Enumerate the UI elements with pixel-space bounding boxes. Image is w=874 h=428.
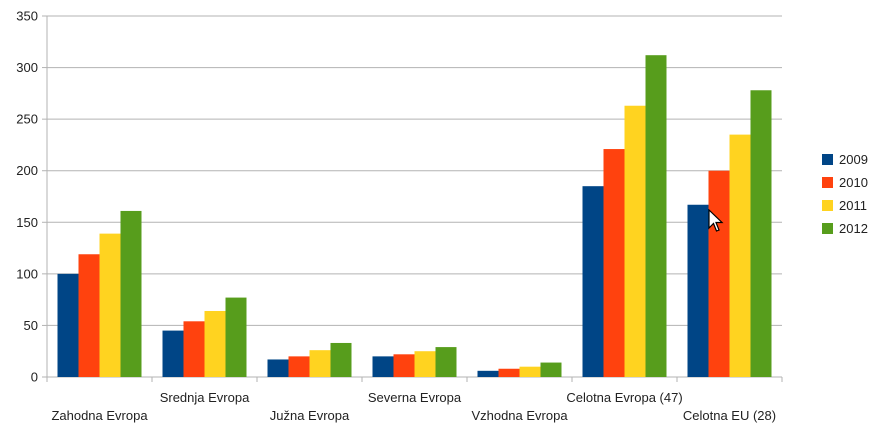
bar-2010 — [708, 170, 730, 377]
bar-2010 — [393, 354, 415, 377]
bar-2011 — [414, 351, 436, 377]
legend-label: 2010 — [839, 175, 868, 190]
legend-label: 2009 — [839, 152, 868, 167]
bar-2011 — [624, 105, 646, 377]
y-tick-label: 200 — [16, 163, 38, 178]
legend-swatch — [822, 154, 833, 165]
y-tick-label: 100 — [16, 266, 38, 281]
bar-2012 — [750, 90, 772, 378]
x-category-label: Celotna Evropa (47) — [566, 390, 682, 405]
bar-2009 — [477, 370, 499, 377]
legend: 2009 2010 2011 2012 — [822, 148, 868, 240]
x-category-label: Severna Evropa — [368, 390, 462, 405]
mouse-pointer-icon — [708, 209, 724, 232]
legend-swatch — [822, 200, 833, 211]
y-tick-label: 350 — [16, 9, 38, 24]
x-category-label: Zahodna Evropa — [51, 408, 148, 423]
bar-2012 — [645, 55, 667, 378]
legend-item: 2010 — [822, 171, 868, 194]
bar-2012 — [225, 297, 247, 377]
bar-2010 — [603, 149, 625, 377]
bar-2012 — [540, 362, 562, 377]
x-category-label: Južna Evropa — [270, 408, 350, 423]
legend-label: 2011 — [839, 198, 867, 213]
x-category-label: Celotna EU (28) — [683, 408, 776, 423]
legend-item: 2009 — [822, 148, 868, 171]
bar-2012 — [435, 347, 457, 377]
bar-2010 — [498, 368, 520, 377]
y-tick-label: 150 — [16, 215, 38, 230]
y-tick-label: 0 — [31, 370, 38, 385]
bar-2011 — [99, 233, 121, 377]
legend-item: 2012 — [822, 217, 868, 240]
bar-2010 — [288, 356, 310, 377]
bar-2009 — [372, 356, 394, 377]
bar-2009 — [57, 273, 79, 377]
y-tick-label: 50 — [24, 318, 38, 333]
bar-2009 — [582, 186, 604, 377]
y-tick-label: 300 — [16, 60, 38, 75]
bar-2012 — [120, 210, 142, 377]
bar-2011 — [309, 350, 331, 377]
bar-2011 — [204, 310, 226, 377]
bar-2011 — [729, 134, 751, 377]
bar-2009 — [162, 330, 184, 377]
x-category-label: Srednja Evropa — [160, 390, 250, 405]
bar-2009 — [267, 359, 289, 377]
bar-2010 — [183, 321, 205, 377]
legend-item: 2011 — [822, 194, 868, 217]
x-category-label: Vzhodna Evropa — [471, 408, 568, 423]
bar-2012 — [330, 342, 352, 377]
legend-swatch — [822, 177, 833, 188]
bar-2009 — [687, 204, 709, 377]
bar-2010 — [78, 254, 100, 377]
y-tick-label: 250 — [16, 112, 38, 127]
bar-2011 — [519, 366, 541, 377]
legend-label: 2012 — [839, 221, 868, 236]
legend-swatch — [822, 223, 833, 234]
